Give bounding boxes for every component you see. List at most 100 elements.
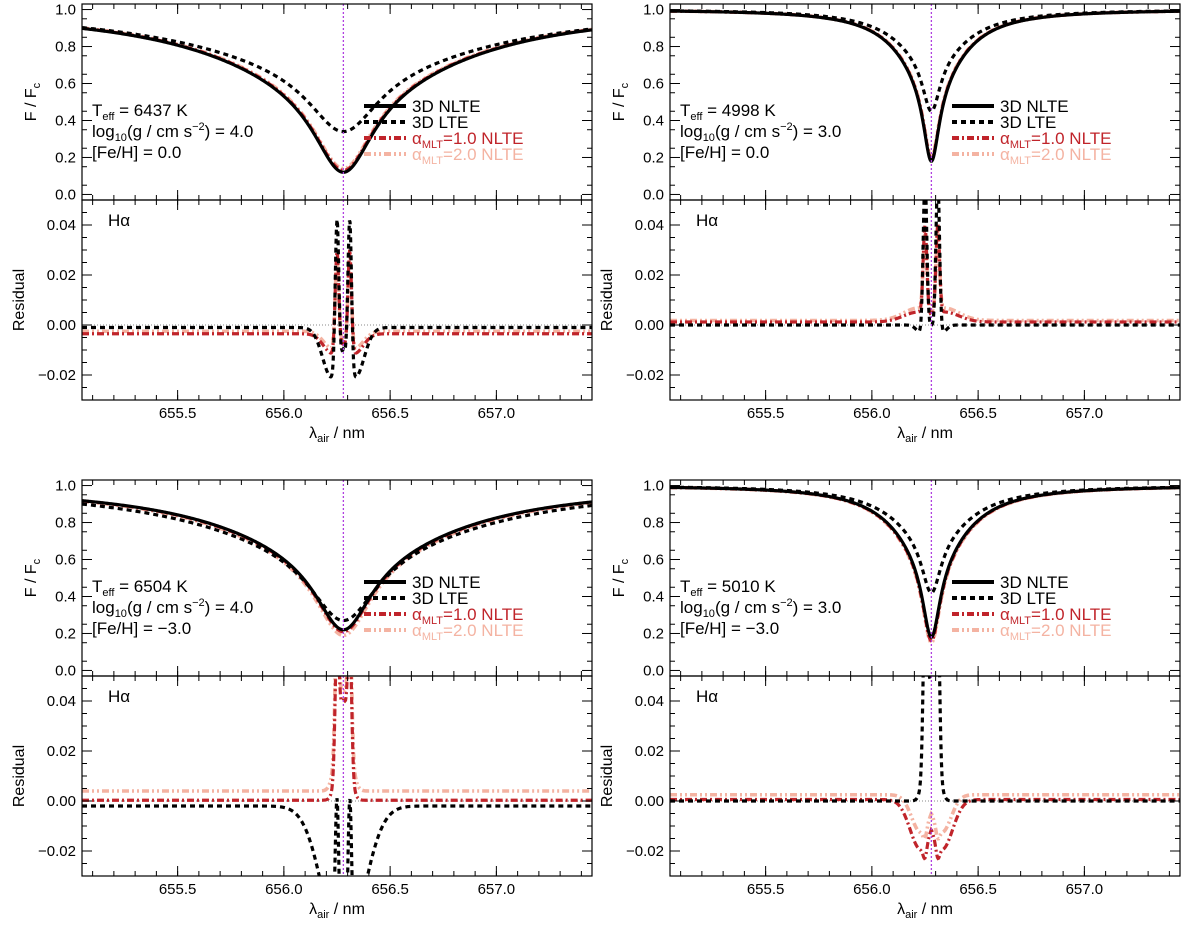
legend-text: =2.0 NLTE <box>1031 145 1111 164</box>
xlabel: λair / nm <box>309 425 365 445</box>
logg-sub: 10 <box>703 608 715 620</box>
xtick-label: 656.0 <box>265 405 303 422</box>
xtick-label: 657.0 <box>478 881 516 898</box>
top-ytick-label: 0.6 <box>643 76 664 93</box>
bottom-ylabel: Residual <box>599 745 616 807</box>
logg-value: ) = 3.0 <box>793 122 842 141</box>
legend-text: =2.0 NLTE <box>443 621 523 640</box>
legend-alpha: α <box>412 129 422 148</box>
legend-alpha: α <box>412 605 422 624</box>
bottom-ytick-label: 0.04 <box>635 217 664 234</box>
logg-sup: −2 <box>192 597 205 609</box>
xlabel-main: λ <box>309 425 317 442</box>
legend-sub: MLT <box>1010 615 1031 627</box>
param-feh: [Fe/H] = −3.0 <box>92 619 191 638</box>
bottom-ytick-label: 0.04 <box>47 693 76 710</box>
ylabel-sub: c <box>619 82 631 88</box>
top-ytick-label: 0.8 <box>643 39 664 56</box>
logg-mid: (g / cm s <box>127 598 192 617</box>
profile-line-lte3d <box>82 502 592 623</box>
legend-label-mlt2: αMLT=2.0 NLTE <box>412 621 524 643</box>
bottom-plot-area <box>82 200 592 400</box>
residual-line-lte3d <box>670 200 1180 334</box>
logg-sub: 10 <box>703 132 715 144</box>
residual-line-mlt2 <box>670 792 1180 842</box>
logg-symbol: log <box>92 122 115 141</box>
bottom-ytick-label: −0.02 <box>38 367 76 384</box>
bottom-ytick-label: 0.02 <box>47 743 76 760</box>
teff-value: = 4998 K <box>702 101 776 120</box>
legend-text: =2.0 NLTE <box>443 145 523 164</box>
top-ytick-label: 0.8 <box>55 515 76 532</box>
legend-text: 3D LTE <box>1000 589 1056 608</box>
legend-label-nlte3d: 3D NLTE <box>1000 573 1069 592</box>
xlabel-unit: / nm <box>917 425 953 442</box>
xlabel-main: λ <box>897 901 905 918</box>
logg-mid: (g / cm s <box>715 122 780 141</box>
logg-sub: 10 <box>115 132 127 144</box>
top-ytick-label: 0.0 <box>55 186 76 203</box>
bottom-plot-area <box>670 200 1180 400</box>
top-ytick-label: 1.0 <box>643 2 664 19</box>
xlabel: λair / nm <box>309 901 365 921</box>
legend-sub: MLT <box>1010 155 1031 167</box>
legend-label-lte3d: 3D LTE <box>412 113 468 132</box>
bottom-ytick-label: −0.02 <box>626 843 664 860</box>
bottom-plot-area <box>82 676 592 876</box>
top-plot-area <box>82 480 592 676</box>
top-ytick-label: 0.6 <box>55 76 76 93</box>
legend-alpha: α <box>412 621 422 640</box>
xlabel-sub: air <box>317 909 330 921</box>
bottom-ytick-label: 0.04 <box>635 693 664 710</box>
xtick-label: 656.5 <box>959 405 997 422</box>
top-ylabel: F / Fc <box>23 82 43 121</box>
legend-text: =1.0 NLTE <box>443 129 523 148</box>
xtick-label: 657.0 <box>1066 881 1104 898</box>
legend-label-nlte3d: 3D NLTE <box>412 97 481 116</box>
top-ytick-label: 0.2 <box>55 149 76 166</box>
legend-text: 3D NLTE <box>412 573 481 592</box>
xtick-label: 656.5 <box>371 881 409 898</box>
xtick-label: 656.0 <box>853 405 891 422</box>
bottom-ylabel: Residual <box>599 269 616 331</box>
legend-sub: MLT <box>422 139 443 151</box>
teff-symbol: T <box>92 101 102 120</box>
top-ylabel: F / Fc <box>23 558 43 597</box>
teff-symbol: T <box>680 577 690 596</box>
legend-label-mlt2: αMLT=2.0 NLTE <box>412 145 524 167</box>
legend-alpha: α <box>1000 621 1010 640</box>
top-ytick-label: 0.8 <box>643 515 664 532</box>
logg-sup: −2 <box>780 597 793 609</box>
bottom-ytick-label: 0.02 <box>47 267 76 284</box>
ylabel-sub: c <box>31 82 43 88</box>
residual-line-mlt1 <box>670 797 1180 861</box>
param-feh: [Fe/H] = 0.0 <box>92 143 181 162</box>
top-ytick-label: 0.4 <box>55 588 76 605</box>
bottom-ytick-label: 0.00 <box>635 793 664 810</box>
xlabel: λair / nm <box>897 425 953 445</box>
legend-alpha: α <box>1000 605 1010 624</box>
line-label-halpha: Hα <box>696 211 718 230</box>
logg-sup: −2 <box>192 121 205 133</box>
bottom-axes-frame <box>669 675 1181 877</box>
legend-text: =1.0 NLTE <box>1031 605 1111 624</box>
xtick-label: 656.0 <box>853 881 891 898</box>
bottom-ytick-label: 0.00 <box>47 793 76 810</box>
legend-text: 3D NLTE <box>412 97 481 116</box>
legend-sub: MLT <box>422 155 443 167</box>
legend-label-mlt1: αMLT=1.0 NLTE <box>1000 129 1112 151</box>
teff-value: = 5010 K <box>702 577 776 596</box>
legend-label-mlt1: αMLT=1.0 NLTE <box>1000 605 1112 627</box>
legend-label-nlte3d: 3D NLTE <box>1000 97 1069 116</box>
bottom-ylabel: Residual <box>11 745 28 807</box>
legend-text: =1.0 NLTE <box>1031 129 1111 148</box>
logg-mid: (g / cm s <box>715 598 780 617</box>
residual-line-mlt1 <box>670 224 1180 324</box>
residual-line-mlt1 <box>82 676 592 802</box>
line-label-halpha: Hα <box>108 211 130 230</box>
teff-sub: eff <box>102 111 115 123</box>
param-logg: log10(g / cm s−2) = 4.0 <box>92 597 253 620</box>
logg-value: ) = 4.0 <box>205 122 254 141</box>
